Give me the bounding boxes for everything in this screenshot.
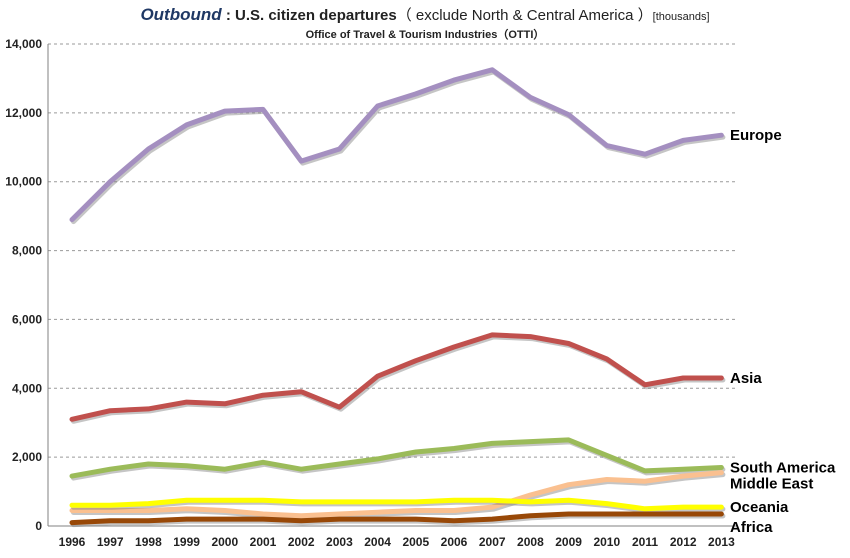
grid-lines [48,43,738,458]
series-label-middle-east: Middle East [730,476,813,493]
x-tick-label: 2011 [632,535,658,549]
series-label-asia: Asia [730,370,762,387]
chart-title-rest: U.S. citizen departures [235,7,397,24]
y-tick-label: 4,000 [12,381,42,395]
series-line-middle-east [69,470,724,519]
series-shadow-europe [71,69,726,225]
series-label-europe: Europe [730,127,782,144]
chart-title-paren: （ exclude North & Central America ） [396,7,653,24]
series-label-oceania: Oceania [730,499,789,516]
x-tick-label: 2005 [402,535,429,549]
x-tick-label: 2004 [364,535,391,549]
y-tick-label: 10,000 [5,175,42,189]
x-tick-label: 2008 [517,535,544,549]
y-tick-label: 8,000 [12,244,42,258]
y-tick-label: 12,000 [5,106,42,120]
chart-title: Outbound : U.S. citizen departures（ excl… [0,4,850,25]
x-tick-label: 2002 [288,535,315,549]
x-tick-label: 2009 [555,535,582,549]
y-tick-label: 0 [35,519,42,533]
chart-title-block: Outbound : U.S. citizen departures（ excl… [0,4,850,42]
chart-title-colon: : [221,7,235,24]
x-tick-label: 1998 [135,535,162,549]
x-tick-label: 2007 [479,535,506,549]
chart-title-units: [thousands] [652,11,710,23]
x-tick-label: 1996 [59,535,86,549]
axes: 0 2,000 4,000 6,000 8,000 10,000 12,000 14,000 1… [5,37,738,549]
x-tick-label: 2006 [441,535,468,549]
series-label-africa: Africa [730,519,773,536]
series-line-south-america [69,437,724,479]
series-line-europe [69,67,724,223]
x-tick-label: 2010 [593,535,620,549]
x-tick-label: 2013 [708,535,735,549]
x-tick-label: 1999 [173,535,200,549]
series-line-oceania [69,497,724,512]
x-tick-label: 2001 [250,535,277,549]
x-tick-label: 2012 [670,535,697,549]
x-tick-label: 1997 [97,535,124,549]
series-line-asia [69,332,724,422]
chart-title-main: Outbound [140,5,222,24]
y-tick-label: 14,000 [5,37,42,51]
series-shadow-asia [71,334,726,424]
y-tick-label: 2,000 [12,450,42,464]
chart-subtitle: Office of Travel & Tourism Industries（OT… [305,29,545,41]
y-tick-label: 6,000 [12,312,42,326]
x-tick-label: 2003 [326,535,353,549]
series-line-africa [69,511,724,526]
x-tick-label: 2000 [211,535,238,549]
series-lines [69,67,726,528]
series-label-south-america: South America [730,459,836,476]
series-shadow-south-america [71,439,726,481]
